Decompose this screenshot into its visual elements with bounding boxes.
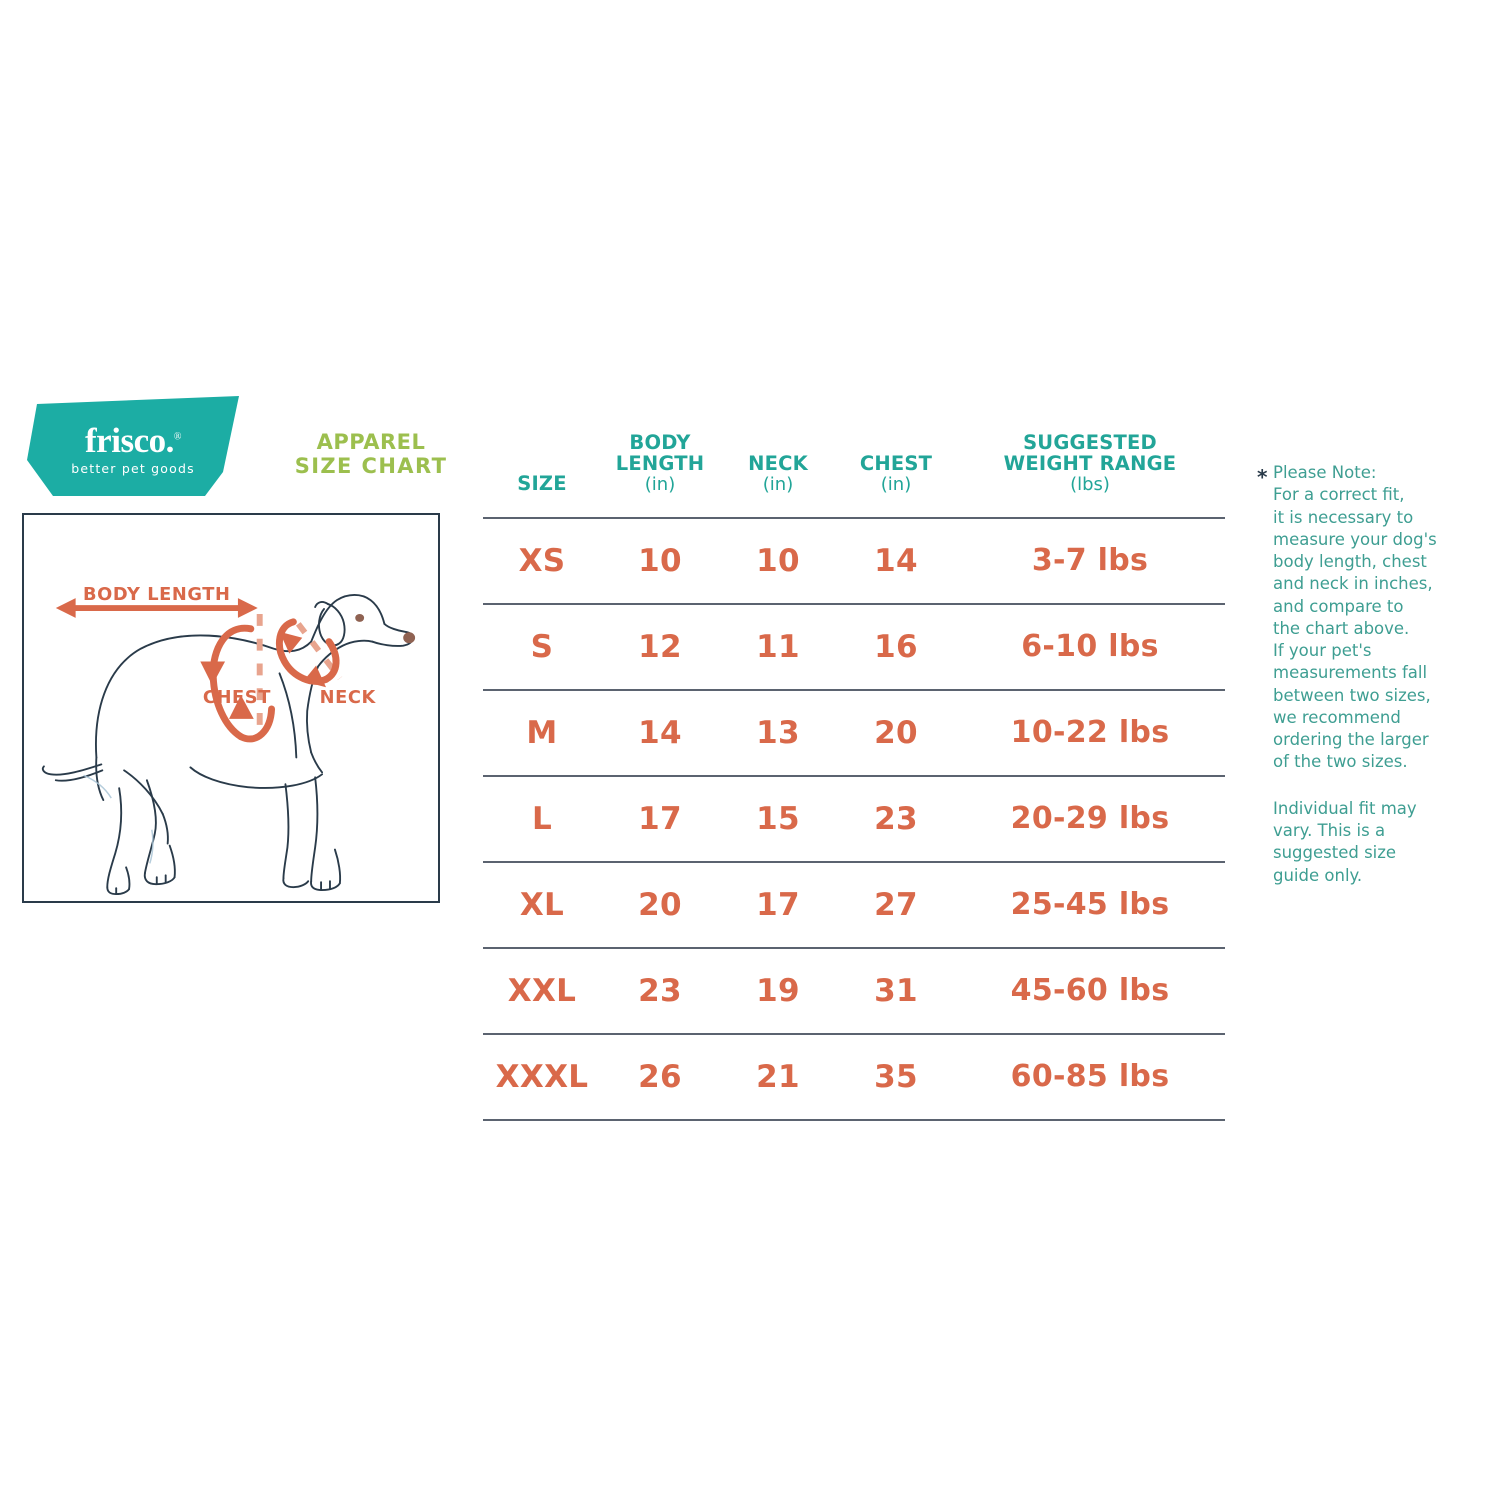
diagram-label-neck: NECK — [320, 687, 377, 708]
table-body: XS 10 10 14 3-7 lbs S 12 11 16 6-10 lbs M 14 13 20 10-… — [483, 517, 1225, 1121]
column-header-weight-unit: (lbs) — [1070, 474, 1110, 496]
table-row: XXL 23 19 31 45-60 lbs — [483, 947, 1225, 1035]
logo-text-group: frisco.® better pet goods — [27, 396, 239, 496]
cell-body-length: 10 — [601, 517, 719, 605]
cell-chest: 27 — [837, 861, 955, 949]
cell-neck: 17 — [719, 861, 837, 949]
logo-wordmark-period: . — [165, 420, 175, 460]
cell-chest: 20 — [837, 689, 955, 777]
cell-chest: 31 — [837, 947, 955, 1035]
table-row: L 17 15 23 20-29 lbs — [483, 775, 1225, 863]
cell-body-length: 12 — [601, 603, 719, 691]
cell-weight: 6-10 lbs — [955, 603, 1225, 691]
cell-neck: 13 — [719, 689, 837, 777]
size-table-element: SIZE BODY LENGTH (in) NECK (in) CHEST (i… — [483, 432, 1225, 1121]
column-header-chest-unit: (in) — [880, 474, 912, 496]
column-header-weight-line2: WEIGHT RANGE — [1003, 452, 1177, 476]
column-header-weight-range: SUGGESTED WEIGHT RANGE (lbs) — [955, 431, 1225, 519]
cell-chest: 35 — [837, 1033, 955, 1121]
please-note-block: * Please Note: For a correct fit, it is … — [1257, 462, 1472, 887]
table-row: M 14 13 20 10-22 lbs — [483, 689, 1225, 777]
logo-tagline: better pet goods — [71, 460, 195, 476]
table-row: S 12 11 16 6-10 lbs — [483, 603, 1225, 691]
logo-banner-shape — [27, 396, 239, 496]
column-header-body-length-unit: (in) — [644, 474, 676, 496]
cell-size: XS — [483, 517, 601, 605]
cell-neck: 19 — [719, 947, 837, 1035]
note-paragraph-2: Individual fit may vary. This is a sugge… — [1273, 798, 1417, 885]
column-header-neck-label: NECK — [748, 452, 808, 476]
column-header-neck-unit: (in) — [762, 474, 794, 496]
dog-accent-lines — [83, 774, 154, 864]
column-header-neck: NECK (in) — [719, 432, 837, 519]
column-header-weight-line1: SUGGESTED — [1023, 431, 1157, 454]
chest-measure-icon — [200, 613, 276, 743]
column-header-body-length-line1: BODY — [629, 431, 691, 454]
cell-size: XL — [483, 861, 601, 949]
note-paragraph-1: Please Note: For a correct fit, it is ne… — [1273, 463, 1437, 772]
diagram-label-chest: CHEST — [203, 687, 271, 708]
cell-chest: 14 — [837, 517, 955, 605]
cell-body-length: 20 — [601, 861, 719, 949]
asterisk-icon: * — [1257, 465, 1268, 489]
neck-measure-icon — [275, 618, 343, 688]
cell-weight: 10-22 lbs — [955, 689, 1225, 777]
column-header-size-label: SIZE — [517, 472, 567, 496]
cell-body-length: 14 — [601, 689, 719, 777]
cell-weight: 45-60 lbs — [955, 947, 1225, 1035]
cell-neck: 15 — [719, 775, 837, 863]
table-row: XS 10 10 14 3-7 lbs — [483, 517, 1225, 605]
cell-size: XXL — [483, 947, 601, 1035]
body-length-arrow-icon — [55, 598, 258, 618]
cell-size: S — [483, 603, 601, 691]
page-title-line2: SIZE CHART — [294, 454, 448, 479]
logo-wordmark-text: frisco — [85, 420, 166, 460]
diagram-label-body-length: BODY LENGTH — [83, 584, 231, 605]
cell-size: L — [483, 775, 601, 863]
cell-body-length: 26 — [601, 1033, 719, 1121]
cell-size: M — [483, 689, 601, 777]
cell-weight: 3-7 lbs — [955, 517, 1225, 605]
apparel-size-table: SIZE BODY LENGTH (in) NECK (in) CHEST (i… — [483, 432, 1225, 1121]
cell-chest: 16 — [837, 603, 955, 691]
cell-size: XXXL — [483, 1033, 601, 1121]
dog-diagram-svg: BODY LENGTH CHEST NECK — [41, 584, 416, 896]
table-row: XXXL 26 21 35 60-85 lbs — [483, 1033, 1225, 1121]
page-title: APPAREL SIZE CHART — [276, 430, 466, 478]
cell-neck: 10 — [719, 517, 837, 605]
cell-chest: 23 — [837, 775, 955, 863]
table-row: XL 20 17 27 25-45 lbs — [483, 861, 1225, 949]
measurement-diagram: BODY LENGTH CHEST NECK — [22, 513, 440, 903]
column-header-chest-label: CHEST — [859, 452, 933, 476]
logo-wordmark: frisco.® — [85, 423, 181, 458]
frisco-logo: frisco.® better pet goods — [27, 396, 239, 496]
cell-body-length: 17 — [601, 775, 719, 863]
column-header-chest: CHEST (in) — [837, 432, 955, 519]
cell-weight: 25-45 lbs — [955, 861, 1225, 949]
table-header: SIZE BODY LENGTH (in) NECK (in) CHEST (i… — [483, 431, 1225, 519]
dog-outline-icon — [41, 593, 416, 896]
table-header-row: SIZE BODY LENGTH (in) NECK (in) CHEST (i… — [483, 431, 1225, 519]
page-title-line1: APPAREL — [316, 430, 426, 454]
cell-neck: 11 — [719, 603, 837, 691]
cell-weight: 20-29 lbs — [955, 775, 1225, 863]
cell-neck: 21 — [719, 1033, 837, 1121]
column-header-size: SIZE — [483, 432, 601, 519]
cell-body-length: 23 — [601, 947, 719, 1035]
registered-mark-icon: ® — [173, 431, 182, 443]
cell-weight: 60-85 lbs — [955, 1033, 1225, 1121]
column-header-body-length-line2: LENGTH — [615, 452, 705, 476]
column-header-body-length: BODY LENGTH (in) — [601, 431, 719, 519]
